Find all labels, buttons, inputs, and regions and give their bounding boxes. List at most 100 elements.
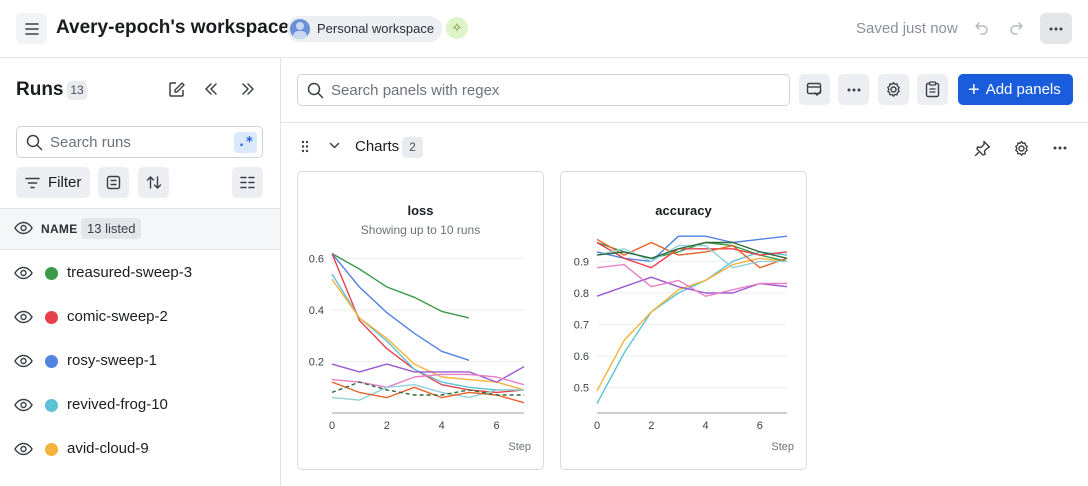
personal-workspace-label: Personal workspace: [317, 21, 435, 36]
workspace-settings-button[interactable]: [878, 74, 909, 105]
search-icon: [307, 82, 324, 99]
chart-title: accuracy: [655, 203, 712, 218]
eye-icon[interactable]: [14, 221, 33, 235]
eye-icon[interactable]: [14, 266, 33, 280]
run-color-dot: [45, 267, 58, 280]
charts-section-header: Charts 2: [281, 123, 1088, 171]
run-name[interactable]: revived-frog-10: [67, 396, 168, 413]
y-tick-label: 0.5: [574, 383, 589, 395]
clipboard-button[interactable]: [917, 74, 948, 105]
section-settings-button[interactable]: [1010, 137, 1032, 159]
run-name[interactable]: comic-sweep-2: [67, 308, 168, 325]
run-color-dot: [45, 443, 58, 456]
regex-toggle[interactable]: .*: [234, 132, 257, 153]
search-runs-placeholder: Search runs: [50, 134, 131, 151]
filter-button[interactable]: Filter: [16, 167, 90, 198]
runs-count-badge: 13: [67, 81, 87, 100]
series-line[interactable]: [596, 241, 788, 260]
double-chevron-right-icon: [242, 83, 254, 95]
x-axis-label: Step: [771, 441, 794, 453]
series-line[interactable]: [331, 383, 524, 401]
series-line[interactable]: [596, 257, 788, 392]
run-row[interactable]: avid-cloud-9: [0, 428, 280, 472]
chevron-down-icon[interactable]: [329, 140, 340, 151]
runs-title: Runs: [16, 79, 64, 100]
columns-icon: [240, 176, 255, 189]
chart-settings-button[interactable]: [799, 74, 830, 105]
accuracy-chart-plot: 0.5 0.6 0.7 0.8 0.9 0 2 4 6 Step: [574, 235, 794, 453]
edit-icon: [168, 81, 185, 97]
divider: [281, 122, 1088, 123]
collapse-sidebar-button[interactable]: [200, 78, 222, 100]
double-chevron-left-icon: [205, 83, 217, 95]
menu-button[interactable]: [16, 13, 47, 44]
pin-button[interactable]: [971, 137, 993, 159]
eye-icon[interactable]: [14, 398, 33, 412]
loss-chart-panel[interactable]: loss Showing up to 10 runs 0.2 0.4 0.6 0 2 4 6…: [297, 171, 544, 470]
search-runs-input[interactable]: Search runs .*: [16, 126, 263, 158]
series-line[interactable]: [331, 278, 525, 391]
clipboard-icon: [925, 81, 940, 98]
run-name[interactable]: treasured-sweep-3: [67, 264, 193, 281]
series-line[interactable]: [596, 251, 788, 404]
series-line[interactable]: [331, 381, 524, 396]
run-color-dot: [45, 399, 58, 412]
undo-button[interactable]: [969, 15, 995, 41]
series-line[interactable]: [596, 263, 787, 297]
series-line[interactable]: [596, 235, 788, 263]
series-line[interactable]: [331, 363, 525, 383]
accuracy-chart-panel[interactable]: accuracy 0.5 0.6 0.7 0.8 0.9 0 2 4 6 Step: [560, 171, 807, 470]
series-line[interactable]: [331, 253, 470, 361]
y-tick-label: 0.2: [309, 357, 324, 369]
series-line[interactable]: [596, 241, 788, 269]
edit-runs-button[interactable]: [165, 78, 187, 100]
hamburger-icon: [24, 22, 39, 35]
series-line[interactable]: [331, 373, 525, 389]
eye-icon[interactable]: [14, 310, 33, 324]
more-icon: [1049, 27, 1063, 30]
run-row[interactable]: treasured-sweep-3: [0, 252, 280, 296]
drag-handle-icon[interactable]: [301, 140, 309, 153]
gear-icon: [887, 81, 900, 97]
run-row[interactable]: rosy-sweep-1: [0, 340, 280, 384]
eye-icon[interactable]: [14, 354, 33, 368]
section-title[interactable]: Charts: [355, 138, 400, 155]
run-color-dot: [45, 355, 58, 368]
redo-button[interactable]: [1003, 15, 1029, 41]
plus-icon: +: [968, 78, 980, 101]
series-line[interactable]: [596, 238, 788, 269]
expand-sidebar-button[interactable]: [237, 78, 259, 100]
run-color-dot: [45, 311, 58, 324]
x-tick-label: 6: [494, 420, 500, 432]
more-icon: [1053, 146, 1067, 150]
sparkle-icon[interactable]: ✧: [446, 17, 468, 39]
panel-more-button[interactable]: [838, 74, 869, 105]
y-tick-label: 0.8: [574, 288, 589, 300]
main-panel: Search panels with regex + Add panels Ch…: [281, 58, 1088, 486]
more-options-button[interactable]: [1040, 13, 1072, 44]
eye-icon[interactable]: [14, 442, 33, 456]
top-bar: Avery-epoch's workspace Personal workspa…: [0, 0, 1088, 58]
name-column-header[interactable]: NAME: [41, 222, 78, 236]
run-name[interactable]: avid-cloud-9: [67, 440, 149, 457]
run-row[interactable]: revived-frog-10: [0, 384, 280, 428]
add-panels-button[interactable]: + Add panels: [958, 74, 1073, 105]
run-name[interactable]: rosy-sweep-1: [67, 352, 158, 369]
y-tick-label: 0.4: [309, 305, 324, 317]
search-icon: [26, 134, 43, 151]
run-row[interactable]: comic-sweep-2: [0, 296, 280, 340]
x-tick-label: 4: [703, 420, 709, 432]
filter-label: Filter: [48, 174, 82, 191]
group-button[interactable]: [98, 167, 129, 198]
x-tick-label: 6: [757, 420, 763, 432]
search-panels-input[interactable]: Search panels with regex: [297, 74, 790, 106]
series-line[interactable]: [331, 252, 470, 319]
sort-button[interactable]: [138, 167, 169, 198]
more-icon: [847, 88, 860, 91]
saved-status: Saved just now: [856, 20, 958, 37]
chart-title: loss: [407, 203, 434, 218]
series-line[interactable]: [331, 253, 525, 394]
columns-button[interactable]: [232, 167, 263, 198]
personal-workspace-badge[interactable]: Personal workspace: [287, 16, 443, 42]
section-more-button[interactable]: [1049, 137, 1071, 159]
